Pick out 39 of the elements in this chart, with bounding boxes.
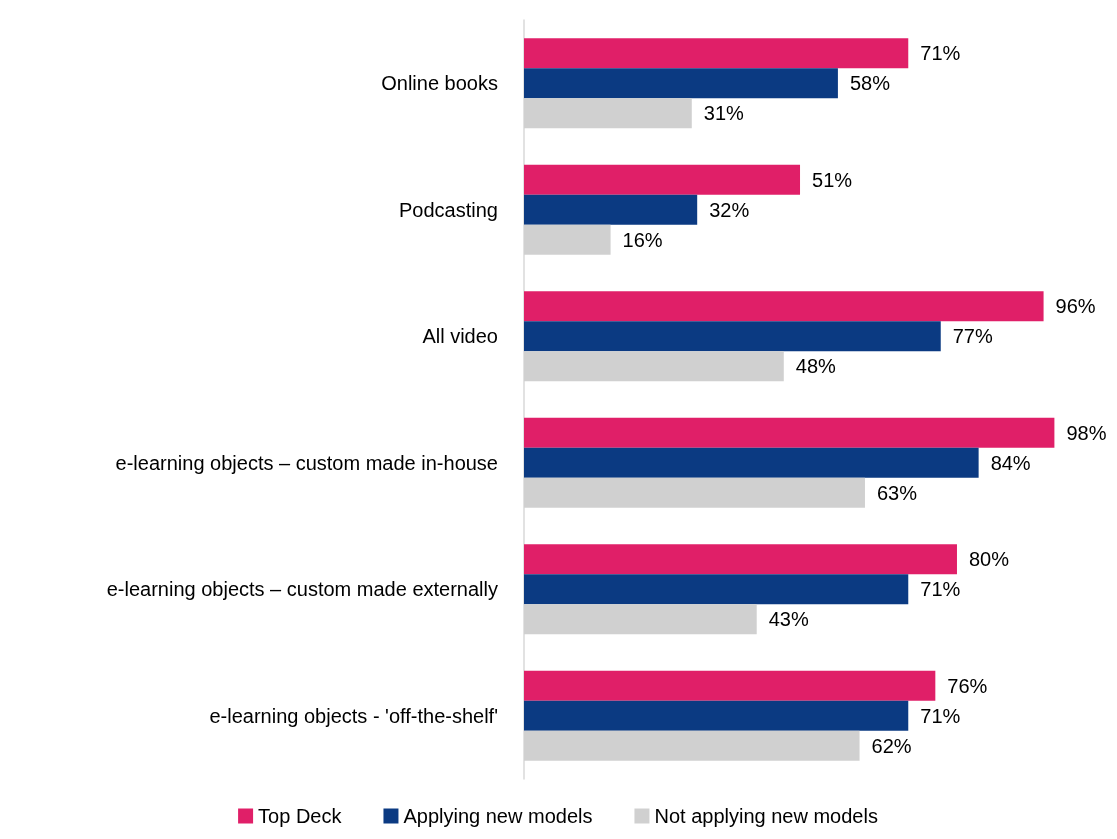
data-label: 71% — [920, 704, 961, 727]
data-label: 16% — [622, 228, 663, 251]
bar — [524, 164, 801, 195]
data-label: 43% — [768, 608, 809, 631]
data-label: 48% — [795, 355, 837, 378]
data-label: 71% — [920, 578, 961, 601]
data-label: 63% — [876, 481, 918, 504]
bar — [524, 700, 909, 731]
data-label: 31% — [703, 102, 745, 125]
y-tick-label: e-learning objects – custom made in-house — [115, 451, 498, 474]
bar — [524, 574, 909, 605]
legend-label: Not applying new models — [654, 805, 878, 827]
data-label: 77% — [952, 325, 993, 348]
y-tick-label: e-learning objects – custom made externally — [106, 578, 498, 601]
bar — [524, 194, 698, 225]
data-label: 51% — [812, 168, 853, 191]
legend-label: Applying new models — [403, 805, 593, 827]
y-tick-label: Online books — [381, 72, 498, 95]
data-label: 84% — [990, 451, 1031, 474]
data-label: 96% — [1055, 295, 1096, 318]
bar — [524, 38, 909, 69]
y-tick-label: e-learning objects - 'off-the-shelf' — [209, 704, 498, 727]
bar — [524, 417, 1055, 448]
data-label: 80% — [968, 548, 1010, 571]
bar — [524, 291, 1044, 322]
data-label: 58% — [849, 72, 891, 95]
data-label: 76% — [947, 674, 988, 697]
bar — [524, 68, 838, 99]
data-label: 71% — [920, 42, 961, 65]
y-tick-label: Podcasting — [399, 198, 498, 221]
y-tick-label: All video — [422, 325, 498, 348]
legend-label: Top Deck — [258, 805, 343, 827]
data-label: 62% — [871, 734, 912, 757]
bar — [524, 670, 936, 701]
data-label: 32% — [709, 198, 750, 221]
bar — [524, 321, 941, 352]
bar — [524, 544, 957, 575]
bar — [524, 447, 979, 478]
data-label: 98% — [1066, 421, 1107, 444]
